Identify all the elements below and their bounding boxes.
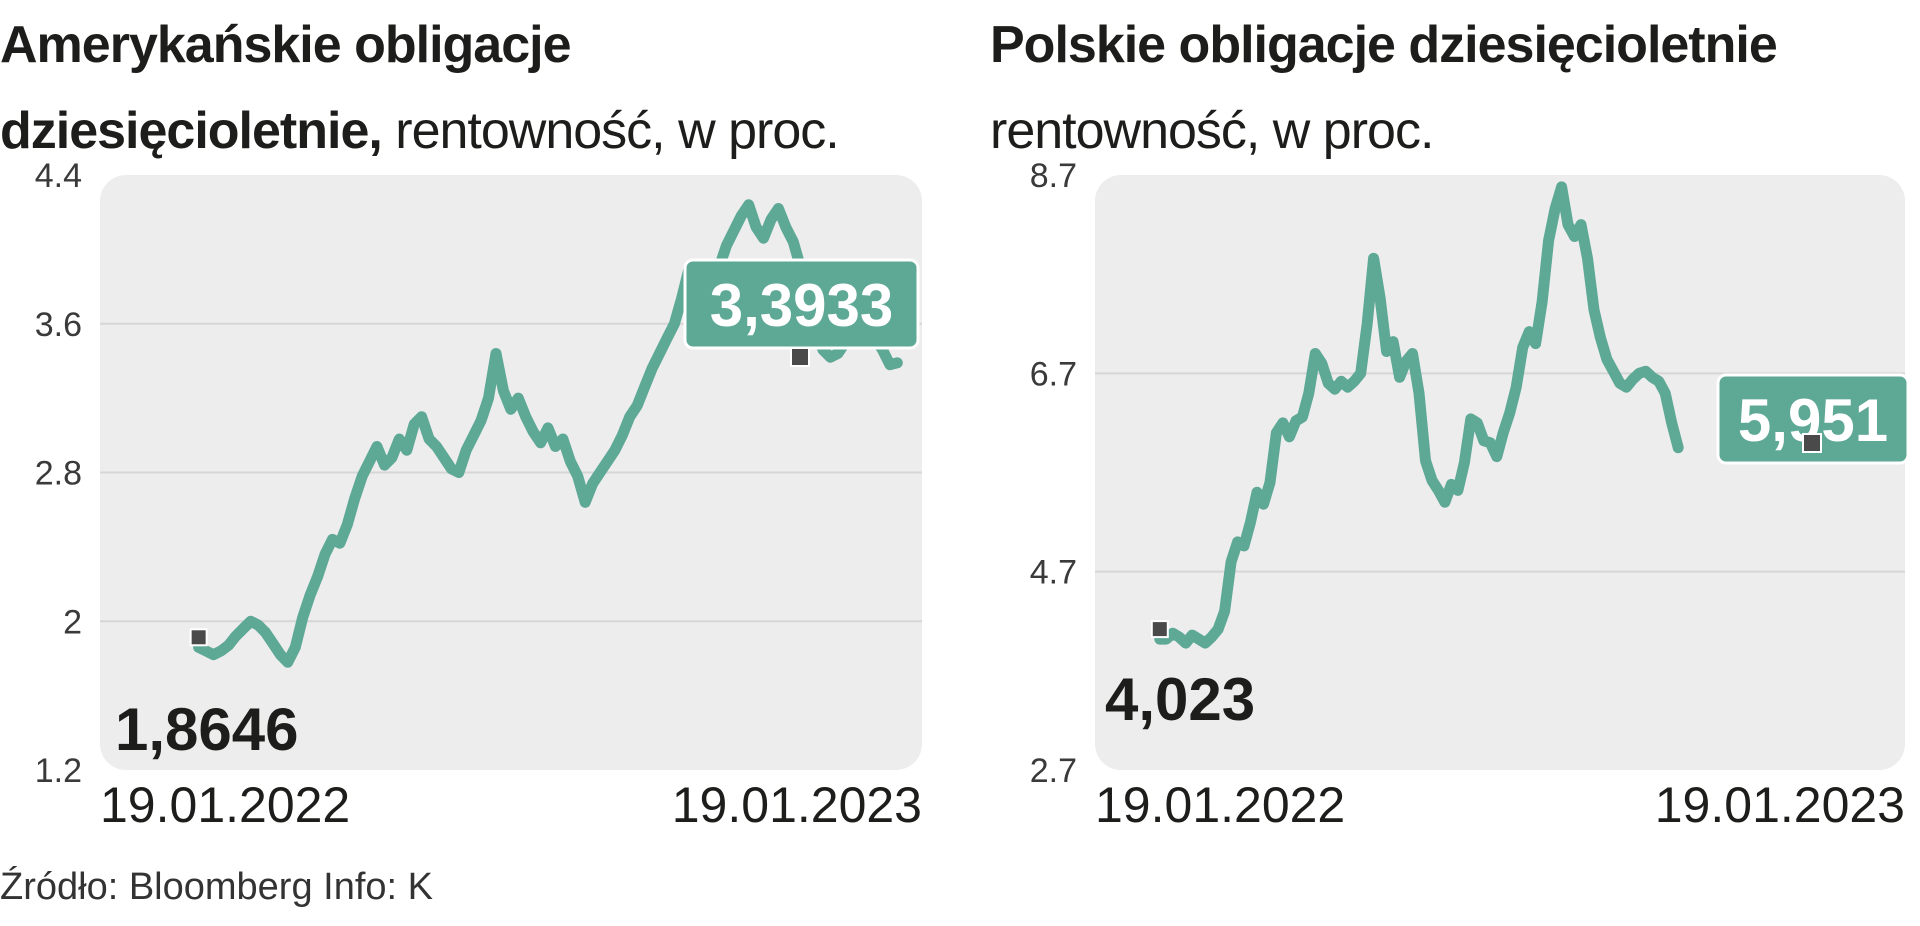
y-tick-label: 2.7 (1030, 752, 1077, 790)
y-tick-label: 6.7 (1030, 355, 1077, 393)
series-line (1154, 181, 1684, 649)
last-point-marker (1802, 433, 1822, 453)
us-bonds-panel: Amerykańskie obligacje dziesięcioletnie,… (0, 0, 960, 880)
first-value-label: 4,023 (1105, 666, 1255, 733)
pl-bonds-panel: Polskie obligacje dziesięcioletnie rento… (990, 0, 1920, 880)
x-tick-label: 19.01.2022 (1095, 777, 1345, 833)
first-point-marker (189, 628, 208, 647)
us-bonds-title: Amerykańskie obligacje dziesięcioletnie,… (0, 2, 960, 174)
x-tick-label: 19.01.2023 (1655, 777, 1905, 833)
y-tick-label: 2.8 (35, 455, 82, 493)
last-value-label: 3,3933 (710, 272, 894, 339)
first-value-label: 1,8646 (115, 696, 299, 763)
x-tick-label: 19.01.2023 (672, 777, 922, 833)
y-tick-label: 4.4 (35, 157, 82, 195)
pl-bonds-subtitle: rentowność, w proc. (990, 102, 1434, 160)
last-point-marker (790, 347, 810, 367)
us-bonds-subtitle: rentowność, w proc. (395, 102, 839, 160)
last-value-box (1716, 373, 1910, 465)
pl-bonds-chart: 8.76.74.72.719.01.2022 19.01.20234,0235,9… (1030, 157, 1910, 833)
x-tick-label: 19.01.2022 (100, 777, 350, 833)
pl-bonds-title: Polskie obligacje dziesięcioletnie rento… (990, 2, 1778, 174)
series-line (193, 199, 903, 668)
pl-bonds-title-main: Polskie obligacje dziesięcioletnie (990, 16, 1778, 74)
y-tick-label: 8.7 (1030, 157, 1077, 195)
us-bonds-chart: 4.4 3.6 2.8 2 1.2 19.01.2022 19.01.2023 1,8646 3… (35, 157, 922, 833)
y-tick-label: 4.7 (1030, 554, 1077, 592)
plot-background (1095, 175, 1905, 770)
y-tick-label: 1.2 (35, 752, 82, 790)
y-tick-label: 2 (63, 603, 82, 641)
us-bonds-title-main: Amerykańskie obligacje dziesięcioletnie, (0, 16, 572, 160)
first-point-marker (1150, 620, 1169, 639)
y-tick-label: 3.6 (35, 306, 82, 344)
source-note: Źródło: Bloomberg Info: K (0, 866, 433, 908)
